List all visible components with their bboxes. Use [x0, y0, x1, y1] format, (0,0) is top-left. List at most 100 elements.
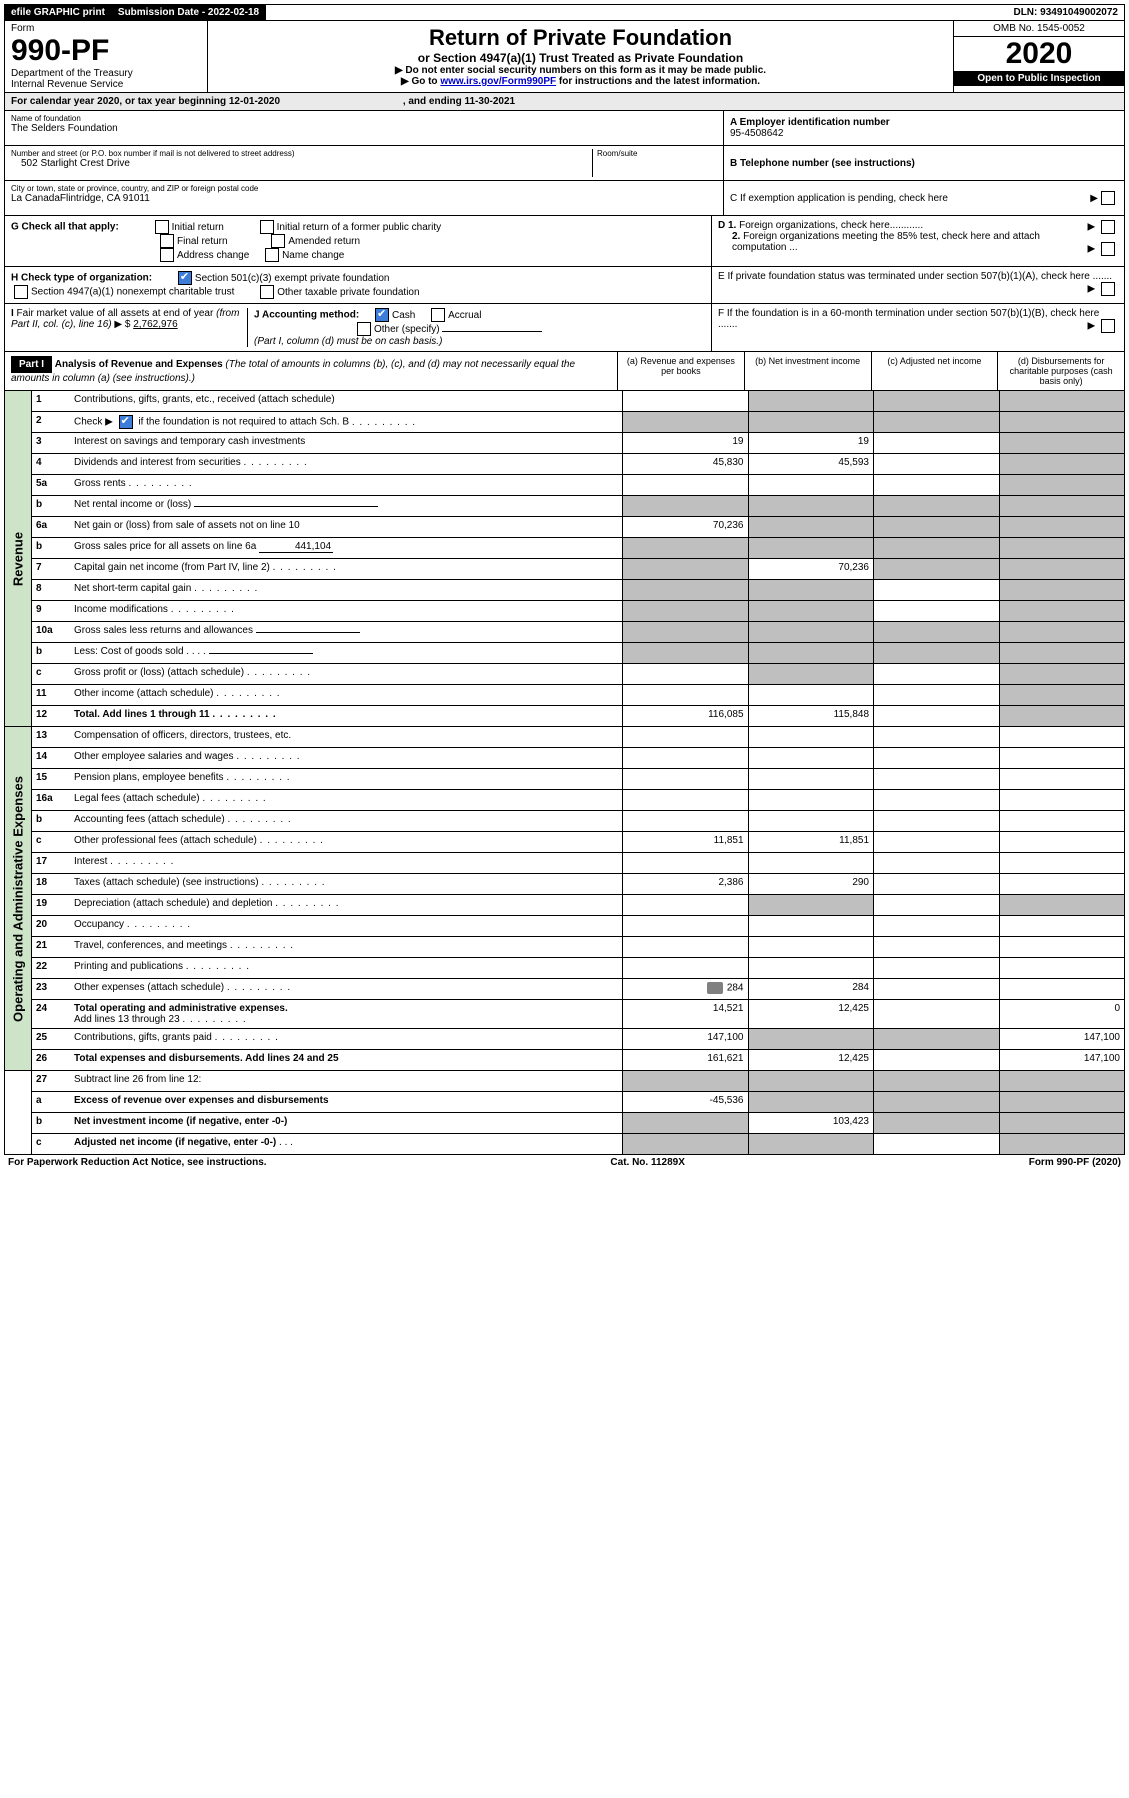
l20-c [874, 916, 1000, 936]
l14-c [874, 748, 1000, 768]
d2-checkbox[interactable] [1101, 242, 1115, 256]
open-to-public: Open to Public Inspection [954, 71, 1124, 86]
g-name-change-ck[interactable] [265, 248, 279, 262]
line-12-desc: Total. Add lines 1 through 11 [70, 706, 623, 726]
l2-c [874, 412, 1000, 432]
l16b-b [749, 811, 875, 831]
l26-c [874, 1050, 1000, 1070]
line-23-desc: Other expenses (attach schedule) [70, 979, 623, 999]
irs-link[interactable]: www.irs.gov/Form990PF [440, 76, 556, 87]
l15-c [874, 769, 1000, 789]
l9-b [749, 601, 875, 621]
l10a-d [1000, 622, 1125, 642]
l11-c [874, 685, 1000, 705]
l10b-b [749, 643, 875, 663]
form-title: Return of Private Foundation [212, 25, 949, 51]
g-initial-return-ck[interactable] [155, 220, 169, 234]
l2-checkbox[interactable] [119, 415, 133, 429]
l21-b [749, 937, 875, 957]
line-16b-no: b [32, 811, 70, 831]
f-checkbox[interactable] [1101, 319, 1115, 333]
l1-d [1000, 391, 1125, 411]
l6a-c [874, 517, 1000, 537]
g-address-change: Address change [177, 250, 249, 261]
g-initial-former: Initial return of a former public charit… [277, 222, 442, 233]
tax-year: 2020 [954, 37, 1124, 71]
line-27-desc: Subtract line 26 from line 12: [70, 1071, 623, 1091]
l10c-d [1000, 664, 1125, 684]
calendar-year-row: For calendar year 2020, or tax year begi… [4, 93, 1125, 111]
line-5b-desc: Net rental income or (loss) [70, 496, 623, 516]
line-27b-no: b [32, 1113, 70, 1133]
l10c-b [749, 664, 875, 684]
l15-b [749, 769, 875, 789]
line-10b-desc: Less: Cost of goods sold . . . . [70, 643, 623, 663]
l27c-text: Adjusted net income (if negative, enter … [74, 1137, 276, 1148]
l10b-c [874, 643, 1000, 663]
l22-b [749, 958, 875, 978]
l10c-c [874, 664, 1000, 684]
l27c-a [623, 1134, 749, 1154]
form-header: Form 990-PF Department of the Treasury I… [4, 21, 1125, 93]
submission-date: Submission Date - 2022-02-18 [112, 5, 266, 20]
l6b-d [1000, 538, 1125, 558]
c-checkbox[interactable] [1101, 191, 1115, 205]
line-8-desc: Net short-term capital gain [70, 580, 623, 600]
l4-text: Dividends and interest from securities [74, 457, 241, 468]
instr-ssn: ▶ Do not enter social security numbers o… [212, 65, 949, 76]
line-16a-desc: Legal fees (attach schedule) [70, 790, 623, 810]
l2-b [749, 412, 875, 432]
document-icon[interactable] [707, 982, 723, 994]
g-final-return-ck[interactable] [160, 234, 174, 248]
l7-c [874, 559, 1000, 579]
l10a-text: Gross sales less returns and allowances [74, 625, 253, 636]
l7-d [1000, 559, 1125, 579]
l27a-d [1000, 1092, 1125, 1112]
l12-d [1000, 706, 1125, 726]
line-27c-no: c [32, 1134, 70, 1154]
l20-a [623, 916, 749, 936]
h-label: H Check type of organization: [11, 273, 152, 284]
j-other-ck[interactable] [357, 322, 371, 336]
l6b-c [874, 538, 1000, 558]
l12-c [874, 706, 1000, 726]
j-accrual-ck[interactable] [431, 308, 445, 322]
instr-link-post: for instructions and the latest informat… [556, 76, 760, 87]
l27c-d [1000, 1134, 1125, 1154]
g-amended-ck[interactable] [271, 234, 285, 248]
l9-d [1000, 601, 1125, 621]
l15-d [1000, 769, 1125, 789]
h-other-taxable: Other taxable private foundation [277, 287, 419, 298]
l8-b [749, 580, 875, 600]
l21-text: Travel, conferences, and meetings [74, 940, 227, 951]
efile-label[interactable]: efile GRAPHIC print [5, 5, 112, 20]
l11-b [749, 685, 875, 705]
l26-a: 161,621 [623, 1050, 749, 1070]
line-10a-desc: Gross sales less returns and allowances [70, 622, 623, 642]
h-4947-ck[interactable] [14, 285, 28, 299]
line-27-no: 27 [32, 1071, 70, 1091]
l27b-b: 103,423 [749, 1113, 875, 1133]
h-501c3-ck[interactable] [178, 271, 192, 285]
line-23-no: 23 [32, 979, 70, 999]
e-checkbox[interactable] [1101, 282, 1115, 296]
l15-text: Pension plans, employee benefits [74, 772, 224, 783]
g-address-change-ck[interactable] [160, 248, 174, 262]
g-initial-former-ck[interactable] [260, 220, 274, 234]
line-15-no: 15 [32, 769, 70, 789]
l16c-d [1000, 832, 1125, 852]
l21-d [1000, 937, 1125, 957]
l14-text: Other employee salaries and wages [74, 751, 234, 762]
l12-b: 115,848 [749, 706, 875, 726]
l10b-a [623, 643, 749, 663]
foundation-name: The Selders Foundation [11, 123, 717, 134]
line-10c-desc: Gross profit or (loss) (attach schedule) [70, 664, 623, 684]
l17-text: Interest [74, 856, 107, 867]
l16c-a: 11,851 [623, 832, 749, 852]
line-16a-no: 16a [32, 790, 70, 810]
line-14-no: 14 [32, 748, 70, 768]
h-other-taxable-ck[interactable] [260, 285, 274, 299]
d1-checkbox[interactable] [1101, 220, 1115, 234]
l18-b: 290 [749, 874, 875, 894]
j-cash-ck[interactable] [375, 308, 389, 322]
